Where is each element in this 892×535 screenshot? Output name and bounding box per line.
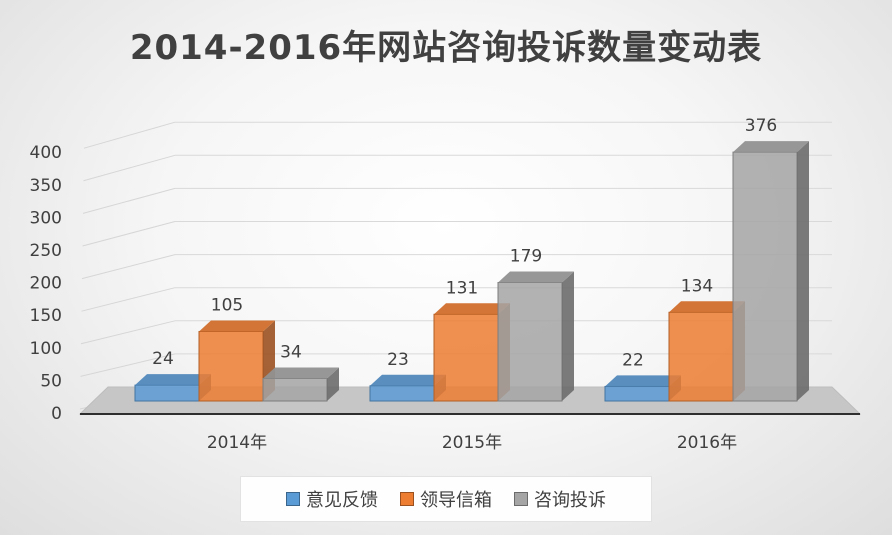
data-label: 23 xyxy=(387,350,409,370)
bar-front xyxy=(198,330,264,402)
gridline-diag xyxy=(82,187,176,214)
bar-top xyxy=(669,301,745,313)
data-label: 179 xyxy=(510,247,542,267)
gridline-diag xyxy=(80,320,176,345)
bar-side xyxy=(797,141,809,401)
y-tick-label: 350 xyxy=(30,176,62,196)
y-tick-label: 400 xyxy=(30,143,62,163)
bar-top xyxy=(135,374,211,386)
bar-top xyxy=(263,367,339,379)
y-tick-label: 200 xyxy=(30,274,62,294)
bar-top xyxy=(733,141,809,153)
bar-side xyxy=(327,367,339,401)
legend-label: 领导信箱 xyxy=(420,490,492,511)
y-tick-label: 0 xyxy=(51,404,62,424)
bar-front xyxy=(497,282,563,402)
bar-front xyxy=(134,384,200,402)
bar-side xyxy=(562,271,574,401)
data-label: 22 xyxy=(622,350,644,370)
y-tick-label: 250 xyxy=(30,241,62,261)
data-label: 34 xyxy=(280,342,302,362)
bar-top xyxy=(199,320,275,332)
bar-top xyxy=(605,375,681,387)
y-tick-label: 150 xyxy=(30,306,62,326)
legend-item: 咨询投诉 xyxy=(514,486,606,512)
gridline-diag xyxy=(80,353,176,377)
legend-item: 领导信箱 xyxy=(400,486,492,512)
data-label: 24 xyxy=(152,349,174,369)
data-label: 105 xyxy=(211,295,243,315)
gridline-diag xyxy=(83,121,176,149)
gridline-diag xyxy=(81,254,176,280)
x-tick-label: 2015年 xyxy=(442,433,502,453)
x-tick-label: 2014年 xyxy=(207,433,267,453)
bar-top xyxy=(498,271,574,283)
data-label: 131 xyxy=(446,278,478,298)
gridline-diag xyxy=(81,287,176,312)
data-label: 376 xyxy=(745,116,777,136)
bar-top xyxy=(370,374,446,386)
bar-front xyxy=(433,313,499,402)
legend: 意见反馈 领导信箱 咨询投诉 xyxy=(240,476,652,522)
x-tick-label: 2016年 xyxy=(677,433,737,453)
bar-front xyxy=(604,385,670,402)
legend-swatch xyxy=(286,492,300,506)
bar-front xyxy=(369,385,435,402)
legend-label: 意见反馈 xyxy=(306,490,378,511)
y-tick-label: 50 xyxy=(40,371,62,391)
data-label: 134 xyxy=(681,276,713,296)
y-tick-label: 300 xyxy=(30,208,62,228)
gridline-diag xyxy=(83,154,176,182)
bar-front xyxy=(732,151,798,402)
chart-title: 2014-2016年网站咨询投诉数量变动表 xyxy=(129,28,763,68)
gridline-diag xyxy=(82,221,176,247)
y-tick-label: 100 xyxy=(30,339,62,359)
bar-front xyxy=(668,311,734,402)
legend-item: 意见反馈 xyxy=(286,486,378,512)
bar-front xyxy=(262,377,328,402)
legend-swatch xyxy=(400,492,414,506)
legend-swatch xyxy=(514,492,528,506)
legend-label: 咨询投诉 xyxy=(534,490,606,511)
bar-top xyxy=(434,303,510,315)
